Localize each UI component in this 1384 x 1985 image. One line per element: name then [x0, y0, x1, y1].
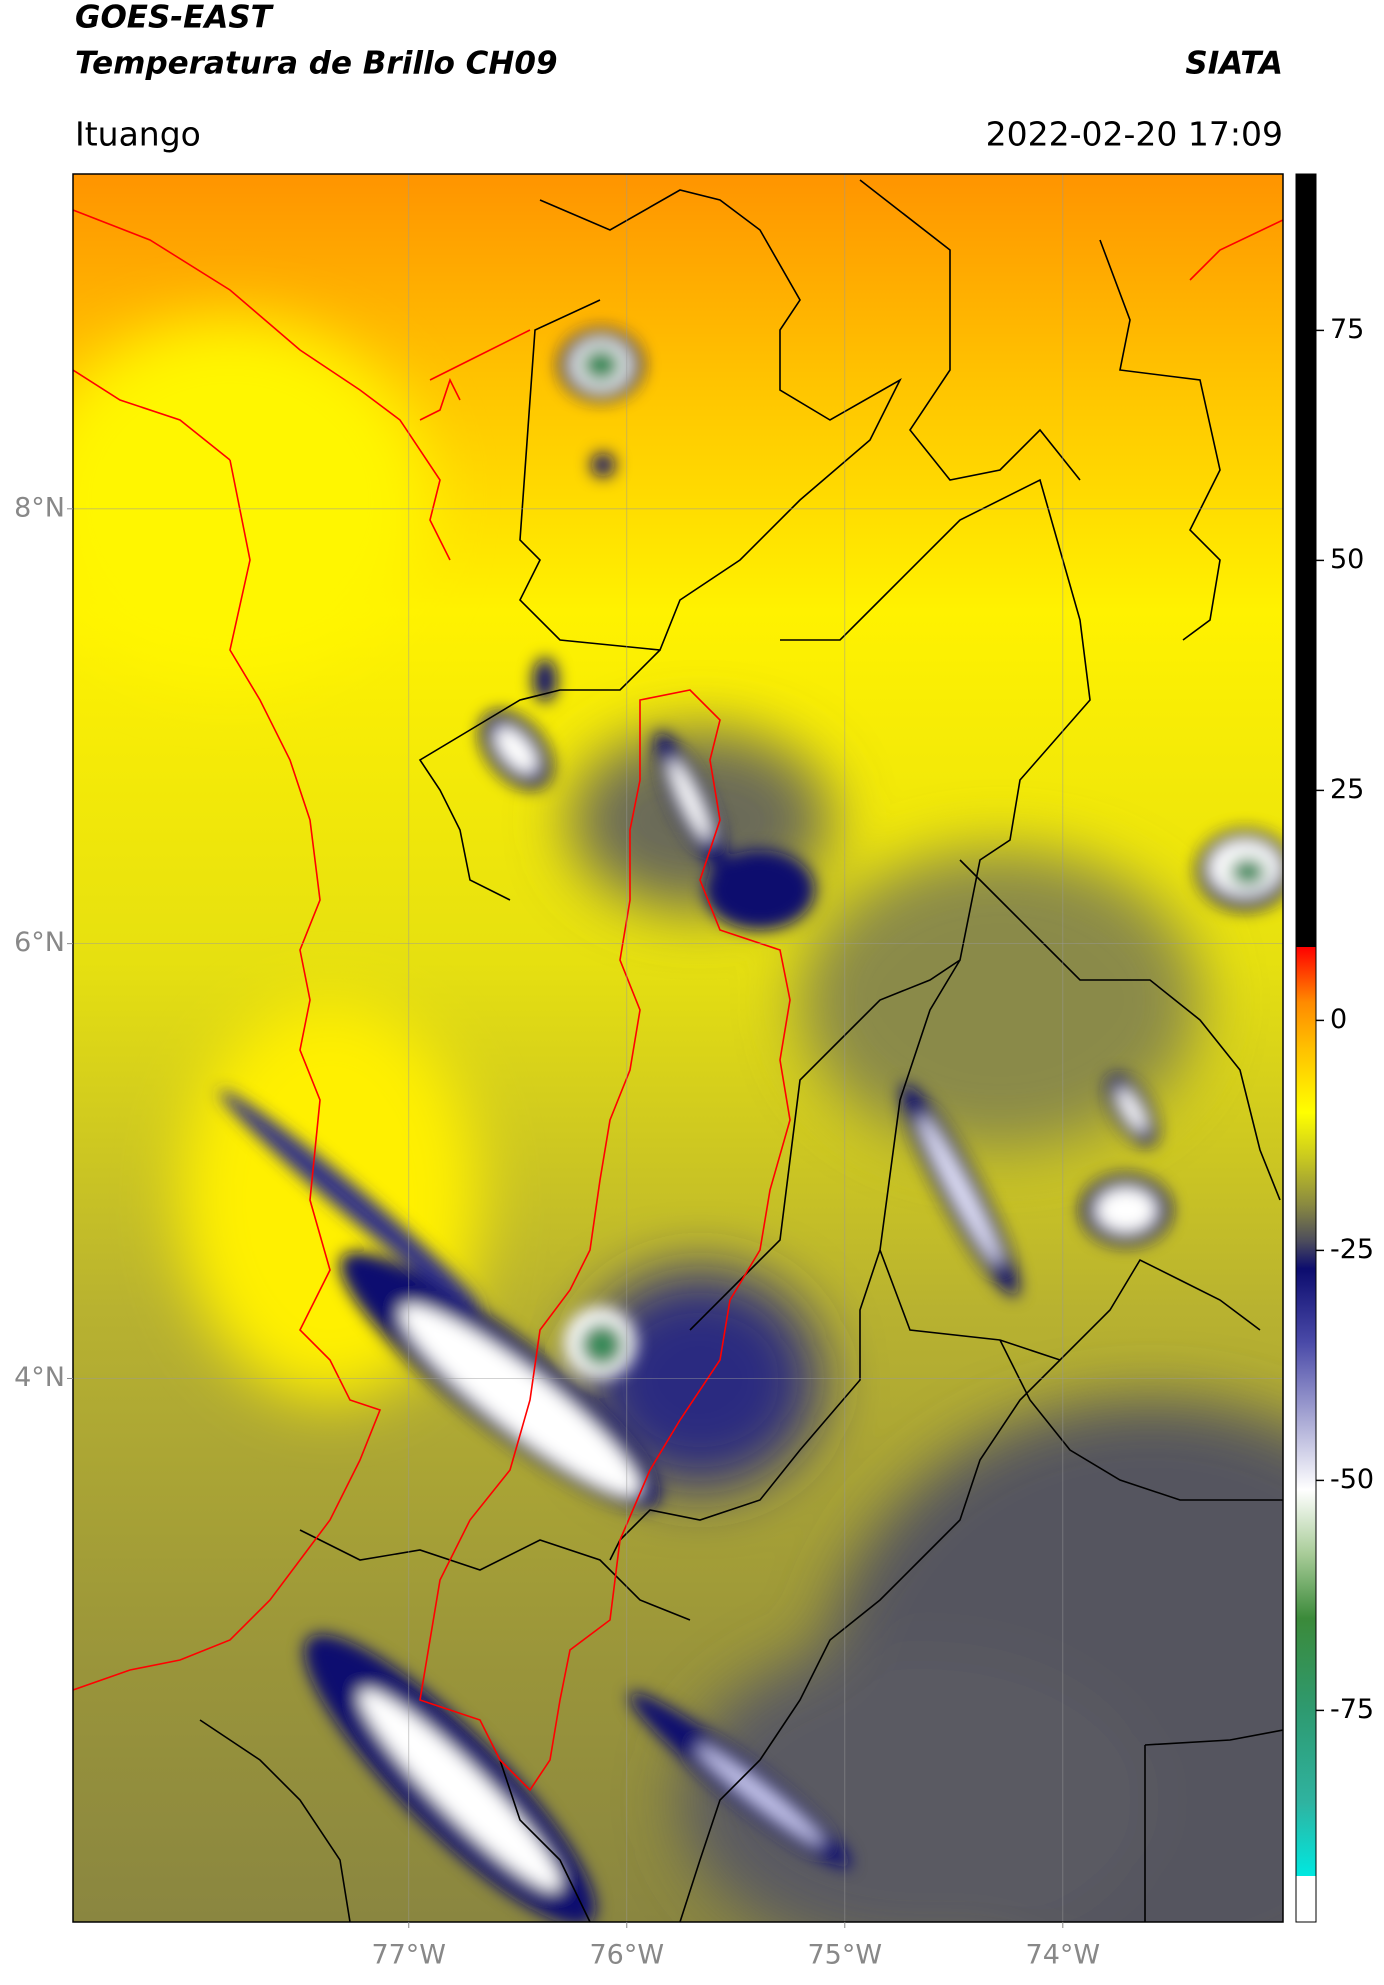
y-tick-label: 6°N — [14, 927, 65, 958]
source: SIATA — [1185, 46, 1283, 82]
colorbar-tick-label: 75 — [1330, 314, 1364, 345]
borders — [73, 179, 1283, 1922]
y-tick-label: 8°N — [14, 492, 65, 523]
colorbar — [1295, 173, 1317, 1923]
x-tick-label: 77°W — [371, 1940, 446, 1971]
colorbar-tick-label: 0 — [1330, 1004, 1347, 1035]
colorbar-tick-label: 50 — [1330, 544, 1364, 575]
x-tick-label: 74°W — [1026, 1940, 1101, 1971]
colorbar-tick-label: -50 — [1330, 1464, 1374, 1495]
subtitle: Temperatura de Brillo CH09 — [75, 46, 558, 82]
colorbar-tick-label: -25 — [1330, 1234, 1374, 1265]
timestamp: 2022-02-20 17:09 — [986, 115, 1283, 154]
x-tick-label: 75°W — [808, 1940, 883, 1971]
colorbar-tick-label: -75 — [1330, 1694, 1374, 1725]
region: Ituango — [75, 115, 201, 154]
title: GOES-EAST — [75, 0, 275, 36]
y-tick-label: 4°N — [14, 1362, 65, 1393]
convective-cells — [219, 329, 1283, 1922]
colorbar-tick-label: 25 — [1330, 774, 1364, 805]
map — [73, 174, 1283, 1922]
map-frame — [72, 173, 1284, 1923]
x-tick-label: 76°W — [589, 1940, 664, 1971]
